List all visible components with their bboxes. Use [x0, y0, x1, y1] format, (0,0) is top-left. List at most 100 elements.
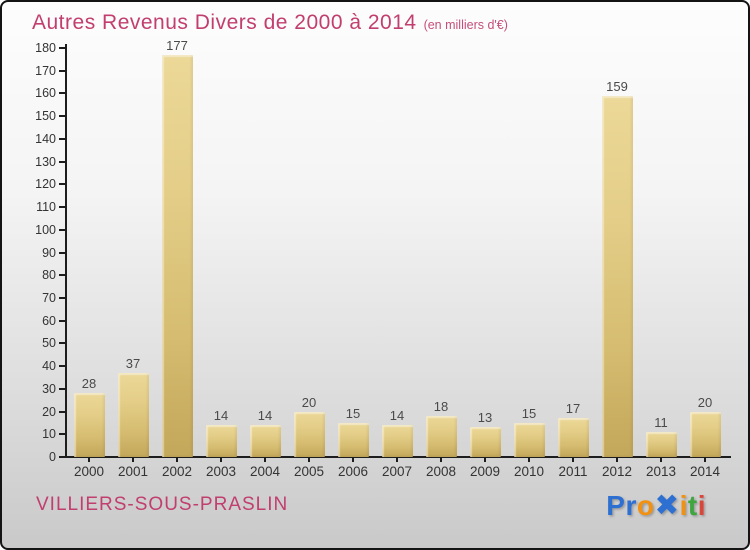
y-tick-label: 150 — [35, 109, 56, 124]
bar-slot-2011: 17 2011 — [551, 48, 595, 479]
y-tick-mark — [59, 410, 65, 413]
y-axis — [65, 44, 67, 458]
y-tick-label: 10 — [42, 427, 56, 442]
bar-slot-2014: 20 2014 — [683, 48, 727, 479]
place-name-label: VILLIERS-SOUS-PRASLIN — [36, 494, 289, 515]
x-axis — [65, 456, 731, 458]
y-tick-mark — [59, 69, 65, 72]
y-tick-mark — [59, 365, 65, 368]
bar-2008 — [425, 416, 457, 457]
bar-2007 — [381, 425, 413, 457]
x-tick-mark — [660, 457, 662, 462]
x-tick-mark — [308, 457, 310, 462]
x-tick-mark — [352, 457, 354, 462]
x-tick-label: 2009 — [469, 464, 501, 479]
x-tick-label: 2007 — [381, 464, 413, 479]
y-tick-label: 70 — [42, 290, 56, 305]
y-tick-mark — [59, 137, 65, 140]
x-tick-label: 2005 — [293, 464, 325, 479]
x-tick-mark — [704, 457, 706, 462]
y-tick-label: 120 — [35, 177, 56, 192]
bar-2006 — [337, 422, 369, 457]
bar-value-label: 15 — [521, 405, 537, 421]
plot-area: 28 2000 37 2001 177 2002 14 2003 14 2004 20 2005 15 2… — [35, 38, 731, 479]
y-tick-mark — [59, 296, 65, 299]
x-tick-mark — [264, 457, 266, 462]
bar-slot-2003: 14 2003 — [199, 48, 243, 479]
logo-letter: i — [697, 490, 706, 521]
y-tick-label: 50 — [42, 336, 56, 351]
y-tick-label: 40 — [42, 359, 56, 374]
bar-slot-2007: 14 2007 — [375, 48, 419, 479]
bar-value-label: 11 — [654, 415, 668, 431]
bars-row: 28 2000 37 2001 177 2002 14 2003 14 2004 20 2005 15 2… — [67, 38, 727, 479]
bar-value-label: 28 — [81, 376, 97, 392]
bar-2005 — [293, 411, 325, 457]
x-tick-label: 2010 — [513, 464, 545, 479]
y-tick-mark — [59, 183, 65, 186]
chart-title: Autres Revenus Divers de 2000 à 2014 — [32, 11, 417, 34]
y-tick-label: 180 — [35, 41, 56, 55]
x-tick-label: 2011 — [558, 464, 588, 479]
x-tick-mark — [616, 457, 618, 462]
y-tick-mark — [59, 228, 65, 231]
x-tick-mark — [528, 457, 530, 462]
bar-slot-2005: 20 2005 — [287, 48, 331, 479]
bar-value-label: 18 — [433, 399, 449, 415]
logo-letter: r — [625, 490, 637, 521]
x-tick-label: 2008 — [425, 464, 457, 479]
logo-letter: P — [606, 490, 626, 521]
x-tick-label: 2006 — [337, 464, 369, 479]
bar-value-label: 20 — [697, 394, 713, 410]
y-tick-mark — [59, 274, 65, 277]
chart-header: Autres Revenus Divers de 2000 à 2014 (en … — [32, 11, 508, 35]
x-tick-label: 2012 — [601, 464, 633, 479]
y-tick-label: 160 — [35, 86, 56, 101]
bar-slot-2004: 14 2004 — [243, 48, 287, 479]
bar-slot-2000: 28 2000 — [67, 48, 111, 479]
bar-value-label: 20 — [301, 394, 317, 410]
bar-slot-2010: 15 2010 — [507, 48, 551, 479]
bar-2009 — [469, 427, 501, 457]
x-tick-mark — [132, 457, 134, 462]
bar-2010 — [513, 422, 545, 457]
x-tick-mark — [220, 457, 222, 462]
bar-value-label: 177 — [166, 37, 188, 53]
logo-letter: t — [687, 490, 698, 521]
proxiti-logo[interactable]: Pro✖iti — [606, 488, 706, 523]
x-tick-label: 2002 — [161, 464, 193, 479]
y-tick-label: 20 — [42, 404, 56, 419]
bar-value-label: 37 — [125, 355, 141, 371]
y-tick-mark — [59, 115, 65, 118]
x-tick-label: 2004 — [249, 464, 281, 479]
bar-slot-2012: 159 2012 — [595, 48, 639, 479]
x-tick-mark — [88, 457, 90, 462]
bar-value-label: 14 — [257, 408, 273, 424]
y-tick-mark — [59, 319, 65, 322]
bar-2011 — [557, 418, 589, 457]
y-tick-label: 60 — [42, 313, 56, 328]
y-tick-label: 0 — [49, 450, 56, 464]
bar-slot-2002: 177 2002 — [155, 38, 199, 479]
y-tick-label: 80 — [42, 268, 56, 283]
x-tick-label: 2000 — [73, 464, 105, 479]
logo-letter: o — [636, 490, 655, 521]
y-tick-mark — [59, 342, 65, 345]
bar-value-label: 14 — [213, 408, 229, 424]
x-tick-mark — [572, 457, 574, 462]
x-tick-label: 2003 — [205, 464, 237, 479]
bar-2000 — [73, 393, 105, 457]
logo-letter: i — [679, 490, 688, 521]
bar-value-label: 159 — [606, 78, 628, 94]
x-tick-label: 2013 — [645, 464, 677, 479]
chart-subtitle: (en milliers d'€) — [423, 18, 508, 32]
y-tick-label: 130 — [35, 154, 56, 169]
y-tick-label: 110 — [36, 200, 56, 215]
bar-slot-2013: 11 2013 — [639, 48, 683, 479]
bar-value-label: 15 — [345, 405, 361, 421]
bar-2012 — [601, 95, 633, 457]
y-tick-mark — [59, 160, 65, 163]
bar-value-label: 13 — [477, 410, 493, 426]
bar-2004 — [249, 425, 281, 457]
